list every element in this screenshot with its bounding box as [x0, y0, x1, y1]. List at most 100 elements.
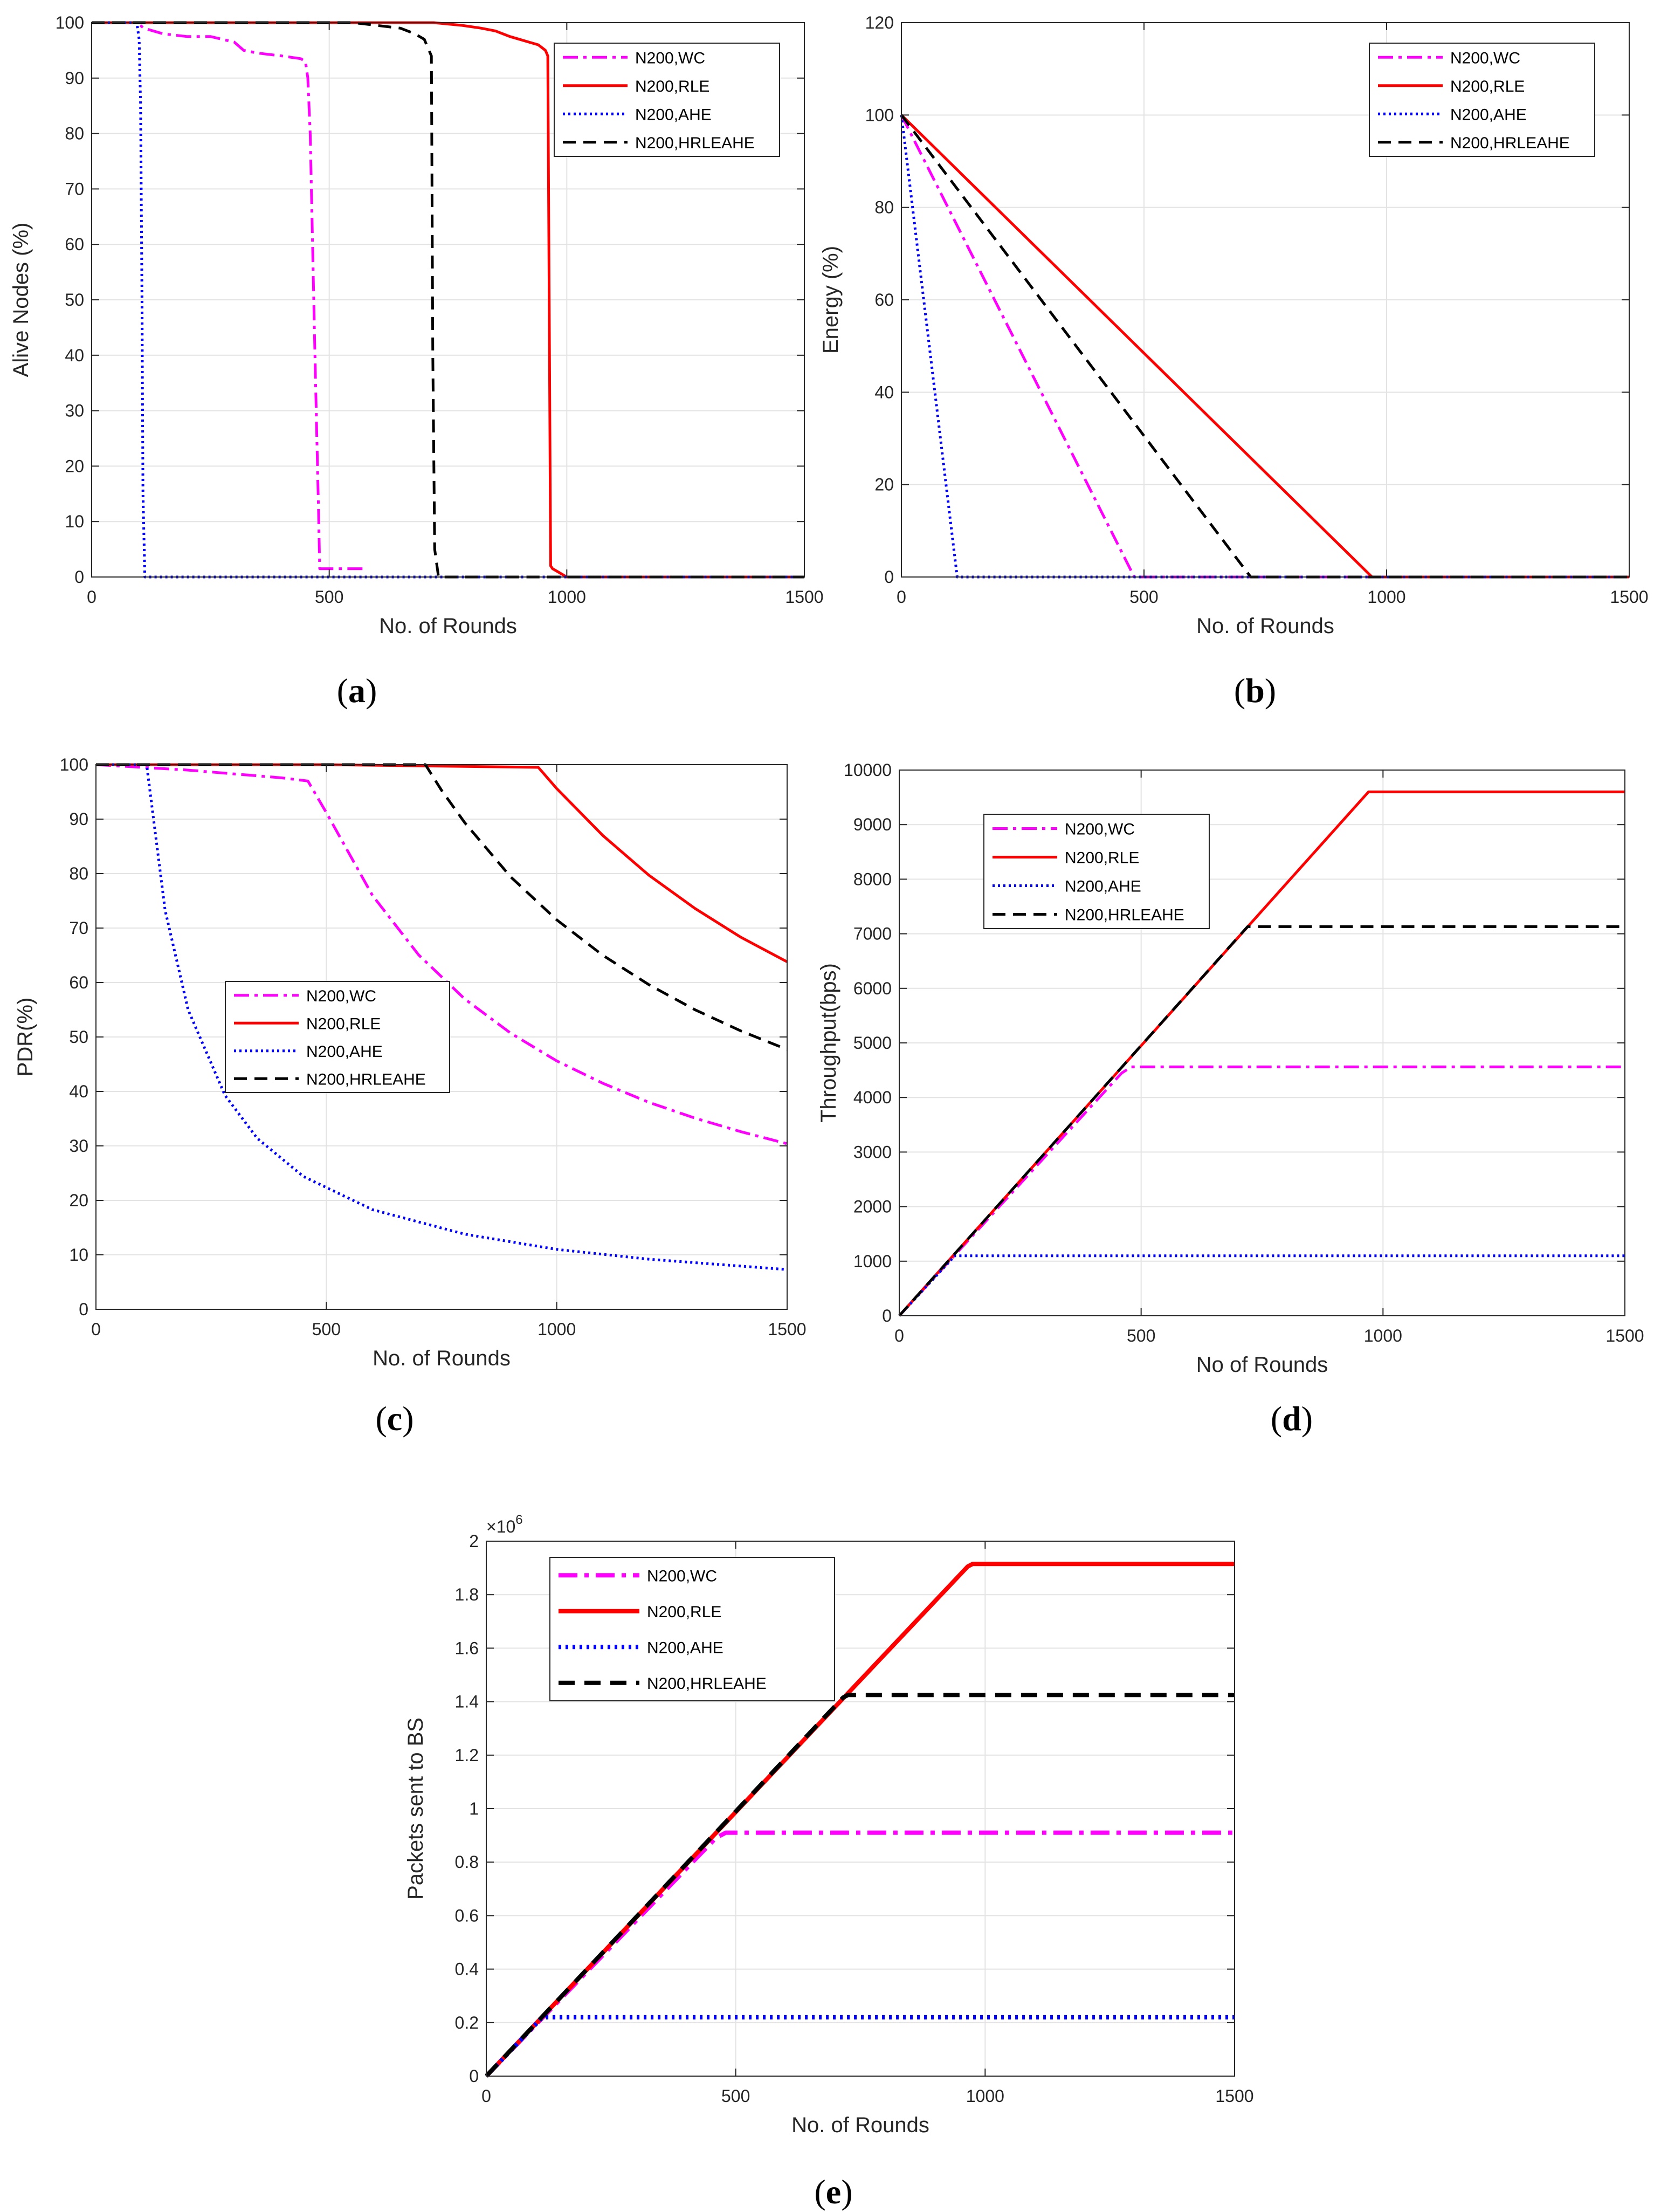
- y-tick-label: 50: [69, 1027, 88, 1047]
- y-tick-label: 10: [65, 512, 84, 531]
- legend-label-hrleahe: N200,HRLEAHE: [1065, 906, 1184, 924]
- legend-box: [549, 1557, 835, 1701]
- legend: N200,WC N200,RLE N200,AHE N200,HRLEAHE: [225, 981, 450, 1093]
- series-line-hrleahe: [898, 925, 1625, 1317]
- caption-d: (d): [1271, 1399, 1313, 1438]
- legend-box: [1369, 43, 1595, 157]
- x-tick-label: 500: [1129, 587, 1158, 607]
- y-tick-label: 0.8: [455, 1852, 479, 1872]
- y-tick-label: 60: [69, 973, 88, 992]
- y-axis-label: Energy (%): [819, 246, 843, 354]
- chart-b: 0 500 1000 1500 0 20 40 60 80 100 120 No. of Rounds…: [819, 13, 1649, 710]
- legend-label-rle: N200,RLE: [306, 1015, 381, 1033]
- y-tick-label: 5000: [853, 1033, 892, 1053]
- y-tick-label: 1.6: [455, 1638, 479, 1658]
- y-tick-label: 0: [882, 1306, 892, 1325]
- series-line-wc: [92, 21, 368, 571]
- chart-a: 0 500 1000 1500 0 10 20 30 40 50 60 70 80 90 100 No. of…: [9, 13, 824, 710]
- x-tick-label: 0: [91, 1320, 101, 1339]
- chart-c: 0 500 1000 1500 0 10 20 30 40 50 60 70 80 90 100 No. of…: [13, 755, 807, 1438]
- series-line-ahe: [96, 763, 788, 1271]
- y-tick-label: 120: [865, 13, 894, 32]
- x-tick-label: 0: [87, 587, 97, 607]
- legend-label-ahe: N200,AHE: [306, 1043, 383, 1061]
- legend-label-ahe: N200,AHE: [647, 1639, 723, 1657]
- y-tick-label: 1.8: [455, 1585, 479, 1604]
- y-exponent-power: 6: [515, 1513, 522, 1527]
- chart-d: 0 500 1000 1500 0 1000 2000 3000 4000 5000 6000 700…: [817, 760, 1644, 1438]
- legend-label-wc: N200,WC: [647, 1567, 717, 1585]
- y-tick-label: 1.4: [455, 1692, 479, 1712]
- x-tick-label: 1500: [1605, 1326, 1644, 1345]
- y-tick-label: 20: [874, 475, 894, 494]
- y-tick-label: 1: [469, 1799, 479, 1818]
- x-tick-label: 0: [897, 587, 906, 607]
- y-tick-label: 30: [69, 1136, 88, 1156]
- y-tick-label: 60: [874, 290, 894, 310]
- x-tick-label: 1500: [1215, 2086, 1253, 2106]
- x-axis-label: No. of Rounds: [373, 1347, 511, 1370]
- y-tick-label: 80: [65, 124, 84, 143]
- legend-box: [983, 814, 1210, 929]
- y-tick-label: 10000: [844, 760, 892, 780]
- x-tick-label: 1000: [966, 2086, 1004, 2106]
- x-axis-label: No. of Rounds: [1196, 614, 1334, 638]
- y-tick-label: 9000: [853, 815, 892, 834]
- y-tick-label: 50: [65, 290, 84, 310]
- y-tick-label: 30: [65, 401, 84, 421]
- legend-label-ahe: N200,AHE: [635, 106, 712, 123]
- x-tick-label: 500: [1127, 1326, 1155, 1345]
- y-tick-label: 0.4: [455, 1960, 479, 1979]
- x-tick-label: 500: [315, 587, 343, 607]
- legend-label-wc: N200,WC: [306, 987, 376, 1005]
- legend-label-ahe: N200,AHE: [1450, 106, 1527, 123]
- y-tick-label: 40: [65, 346, 84, 365]
- y-tick-label: 2: [469, 1531, 479, 1551]
- y-tick-label: 40: [874, 382, 894, 402]
- chart-e: 0 500 1000 150000.20.40.60.811.21.41.61.82×…: [404, 1513, 1254, 2211]
- y-axis-label: PDR(%): [13, 998, 37, 1077]
- y-tick-label: 10: [69, 1245, 88, 1265]
- y-tick-label: 0: [884, 567, 894, 587]
- x-axis-label: No. of Rounds: [379, 614, 517, 638]
- y-axis-label: Packets sent to BS: [404, 1718, 428, 1900]
- x-axis-label: No of Rounds: [1196, 1353, 1328, 1377]
- y-tick-label: 1.2: [455, 1746, 479, 1765]
- legend: N200,WC N200,RLE N200,AHE N200,HRLEAHE: [1369, 43, 1595, 157]
- legend-label-rle: N200,RLE: [1450, 78, 1525, 95]
- caption-a: (a): [337, 671, 377, 710]
- caption-b: (b): [1234, 671, 1276, 710]
- legend-box: [554, 43, 780, 157]
- x-tick-label: 0: [481, 2086, 491, 2106]
- legend-box: [225, 981, 450, 1093]
- y-tick-label: 90: [69, 809, 88, 829]
- y-tick-label: 60: [65, 235, 84, 254]
- y-axis-label: Alive Nodes (%): [9, 223, 33, 377]
- legend: N200,WC N200,RLE N200,AHE N200,HRLEAHE: [549, 1557, 835, 1701]
- y-tick-label: 1000: [853, 1252, 892, 1271]
- legend-label-rle: N200,RLE: [647, 1603, 721, 1621]
- y-tick-label: 0: [74, 567, 84, 587]
- series-line-wc: [95, 763, 788, 1145]
- legend-label-rle: N200,RLE: [1065, 849, 1139, 867]
- y-tick-label: 3000: [853, 1142, 892, 1162]
- series-line-rle: [92, 21, 804, 579]
- legend-label-wc: N200,WC: [1450, 49, 1520, 67]
- x-tick-label: 1000: [548, 587, 586, 607]
- x-tick-label: 1500: [768, 1320, 806, 1339]
- legend-label-wc: N200,WC: [1065, 821, 1135, 839]
- series-line-hrleahe: [92, 21, 804, 579]
- x-tick-label: 1000: [1367, 587, 1405, 607]
- legend-label-wc: N200,WC: [635, 49, 705, 67]
- y-tick-label: 20: [69, 1191, 88, 1210]
- series-line-ahe: [485, 2015, 1235, 2078]
- y-axis-label: Throughput(bps): [817, 963, 840, 1123]
- legend-label-hrleahe: N200,HRLEAHE: [1450, 134, 1570, 152]
- y-tick-label: 100: [60, 755, 88, 774]
- series-line-wc: [898, 1066, 1625, 1317]
- y-tick-label: 0.6: [455, 1906, 479, 1925]
- series-line-rle: [96, 763, 788, 963]
- y-tick-label: 70: [65, 179, 84, 198]
- legend-label-hrleahe: N200,HRLEAHE: [306, 1070, 426, 1088]
